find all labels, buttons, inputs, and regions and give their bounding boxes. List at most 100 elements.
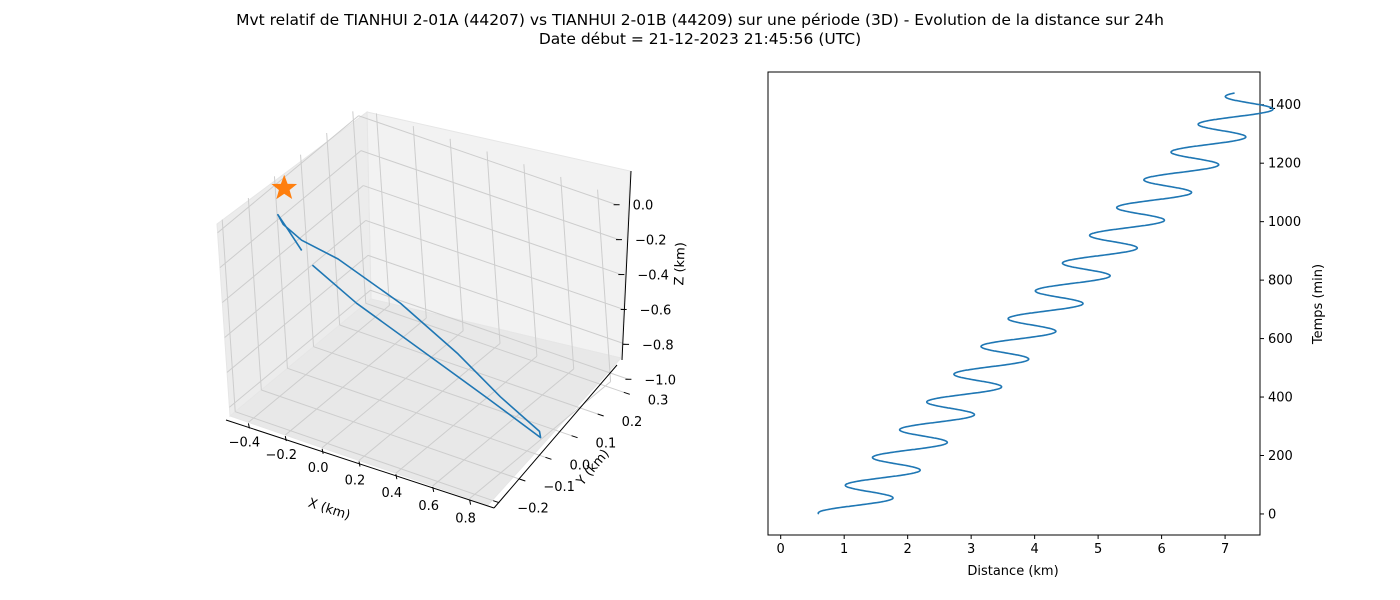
grid-line bbox=[365, 219, 624, 310]
grid-line bbox=[221, 185, 364, 303]
grid-line bbox=[229, 289, 371, 408]
x-tick-label: −0.2 bbox=[265, 448, 297, 463]
grid-line bbox=[235, 411, 494, 502]
grid-line bbox=[321, 330, 464, 449]
grid-line bbox=[339, 324, 598, 415]
grid-line bbox=[352, 111, 367, 304]
plot-2d: 0 1 2 3 4 5 6 7 0 200 400 600 800 1000 1200 1400 Distan… bbox=[767, 71, 1326, 579]
y-tick-label: 0.0 bbox=[569, 458, 590, 473]
y-tick-label: 800 bbox=[1268, 274, 1293, 289]
x-tick-label: 1 bbox=[840, 542, 848, 557]
grid-line bbox=[432, 368, 575, 487]
chart-subtitle: Date début = 21-12-2023 21:45:56 (UTC) bbox=[539, 30, 861, 48]
x-axis-label-2d: Distance (km) bbox=[967, 564, 1058, 579]
y-tick-mark bbox=[519, 478, 526, 482]
x-tick-label: 0 bbox=[777, 542, 785, 557]
grid-line bbox=[523, 164, 538, 357]
z-tick-label: −0.2 bbox=[635, 234, 667, 249]
y-axis-line bbox=[493, 364, 618, 509]
grid-line bbox=[395, 355, 538, 474]
x-tick-label: 0.8 bbox=[455, 512, 476, 527]
grid-line bbox=[486, 151, 501, 344]
grid-line bbox=[273, 176, 288, 369]
z-tick-label: 0.0 bbox=[633, 199, 654, 214]
y-tick-label: 200 bbox=[1268, 449, 1293, 464]
grid-line bbox=[358, 343, 501, 461]
grid-line bbox=[560, 176, 575, 369]
y-tick-label: 0.1 bbox=[596, 437, 617, 452]
z-tick-label: −0.4 bbox=[637, 269, 669, 284]
trajectory-line bbox=[277, 213, 542, 439]
x-tick-label: 0.0 bbox=[308, 461, 329, 476]
grid-line bbox=[363, 185, 622, 276]
x-tick-label: 0.6 bbox=[418, 499, 439, 514]
x-tick-label: 5 bbox=[1094, 542, 1102, 557]
grid-line bbox=[370, 289, 629, 380]
y-tick-label: −0.2 bbox=[517, 502, 549, 517]
x-axis-label: X (km) bbox=[306, 496, 352, 524]
x-tick-label: 4 bbox=[1030, 542, 1038, 557]
y-tick-label: 0.2 bbox=[622, 415, 643, 430]
grid-line bbox=[469, 381, 611, 500]
grid-line bbox=[367, 254, 627, 345]
grid-line bbox=[360, 150, 620, 241]
grid-line bbox=[247, 197, 262, 391]
grid-line bbox=[219, 150, 362, 269]
grid-line bbox=[287, 367, 546, 458]
y-tick-mark bbox=[545, 456, 552, 460]
z-tick-label: −0.8 bbox=[642, 338, 674, 353]
grid-line bbox=[358, 115, 617, 206]
z-axis-label: Z (km) bbox=[672, 242, 689, 286]
grid-line bbox=[375, 113, 390, 306]
grid-line bbox=[449, 138, 464, 331]
y-tick-label: 1400 bbox=[1268, 98, 1301, 113]
y-tick-label: 400 bbox=[1268, 391, 1293, 406]
grid-line bbox=[248, 304, 390, 423]
x-tick-label: 0.4 bbox=[382, 486, 403, 501]
grid-line bbox=[224, 220, 367, 338]
x-tick-mark bbox=[284, 435, 287, 442]
grid-line bbox=[226, 254, 369, 373]
z-tick-label: −1.0 bbox=[644, 373, 676, 388]
z-axis-line bbox=[621, 170, 632, 361]
start-star-marker bbox=[271, 174, 298, 200]
x-tick-mark bbox=[321, 448, 324, 454]
ticks-2d: 0 1 2 3 4 5 6 7 0 200 400 600 800 1000 1200 1400 bbox=[777, 98, 1302, 557]
y-tick-label: 0.3 bbox=[648, 393, 669, 408]
ticks-3d: −0.4 −0.2 0.0 0.2 0.4 0.6 0.8 −0.2 −0.1 0.0 0.1 0.2… bbox=[229, 199, 676, 527]
x-tick-mark bbox=[247, 423, 250, 429]
y-tick-label: 600 bbox=[1268, 332, 1293, 347]
grid-3d bbox=[217, 111, 629, 502]
plot-2d-frame bbox=[767, 71, 1261, 536]
x-tick-label: 2 bbox=[904, 542, 912, 557]
grid-line bbox=[326, 132, 341, 326]
y-tick-label: 0 bbox=[1268, 507, 1276, 522]
x-tick-mark bbox=[395, 474, 398, 480]
y-axis-label-2d: Temps (min) bbox=[1311, 264, 1326, 345]
x-tick-label: 3 bbox=[967, 542, 975, 557]
x-tick-label: 6 bbox=[1157, 542, 1165, 557]
y-tick-label: 1000 bbox=[1268, 215, 1301, 230]
grid-line bbox=[365, 302, 624, 393]
distance-line bbox=[817, 92, 1274, 515]
y-tick-mark bbox=[571, 435, 578, 439]
x-tick-mark bbox=[432, 486, 435, 493]
x-tick-label: 0.2 bbox=[345, 474, 366, 489]
grid-line bbox=[261, 389, 520, 480]
grid-line bbox=[217, 115, 359, 234]
y-tick-label: 1200 bbox=[1268, 157, 1301, 172]
x-tick-label: −0.4 bbox=[229, 435, 261, 450]
x-tick-mark bbox=[358, 461, 361, 467]
z-tick-label: −0.6 bbox=[640, 303, 672, 318]
chart-title: Mvt relatif de TIANHUI 2-01A (44207) vs … bbox=[236, 11, 1164, 29]
x-tick-label: 7 bbox=[1221, 542, 1229, 557]
y-tick-label: −0.1 bbox=[543, 480, 575, 495]
y-tick-mark bbox=[597, 413, 604, 417]
y-tick-mark bbox=[623, 391, 630, 395]
grid-line bbox=[300, 154, 315, 347]
grid-line bbox=[221, 219, 236, 412]
plot-3d: −0.4 −0.2 0.0 0.2 0.4 0.6 0.8 −0.2 −0.1 0.0 0.1 0.2… bbox=[216, 111, 689, 527]
x-tick-mark bbox=[469, 499, 472, 505]
grid-line bbox=[597, 189, 612, 382]
